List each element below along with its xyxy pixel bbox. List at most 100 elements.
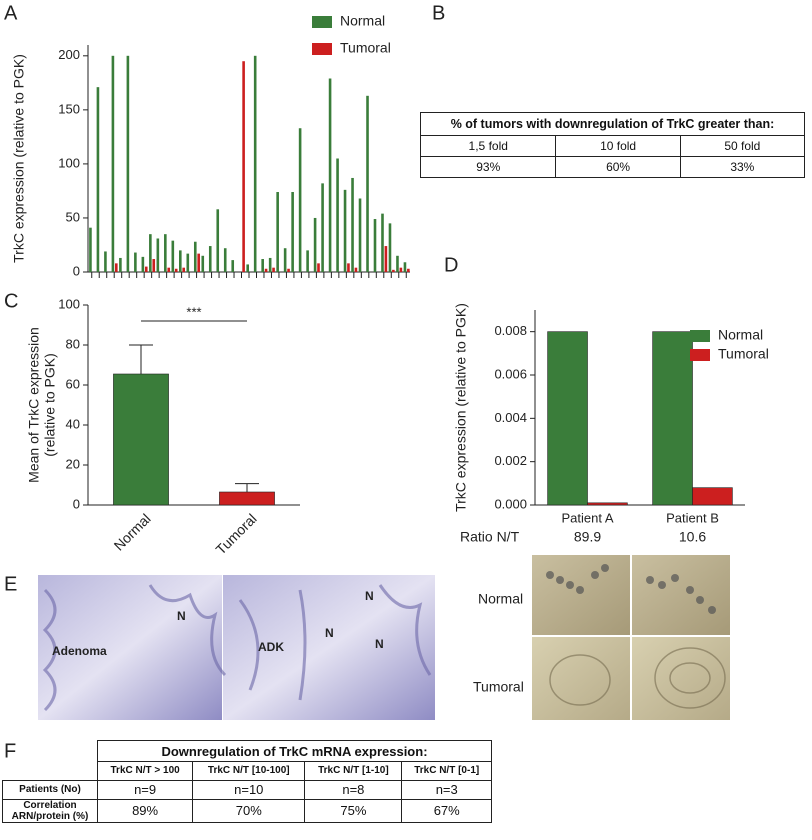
- bar: [366, 95, 369, 272]
- bar: [149, 234, 152, 272]
- bar: [96, 87, 100, 273]
- panel-letter: B: [432, 2, 445, 24]
- y-tick-label: 0.004: [494, 410, 527, 425]
- bar: [156, 238, 160, 272]
- bar: [358, 198, 362, 272]
- microscopy-image: [532, 555, 630, 635]
- y-tick-label: 150: [58, 101, 80, 116]
- bar: [182, 267, 186, 272]
- y-tick-label: 0: [73, 496, 80, 511]
- bar: [291, 192, 294, 272]
- column-header: TrkC N/T [1-10]: [304, 761, 403, 781]
- bar: [407, 268, 410, 272]
- cell: 1,5 fold: [419, 135, 557, 157]
- bar: [89, 227, 92, 272]
- cell: 60%: [555, 156, 681, 178]
- y-axis-label: Mean of TrkC expression: [26, 327, 42, 483]
- bar: [242, 61, 245, 272]
- bar: [652, 331, 693, 506]
- y-tick-label: 0.002: [494, 453, 527, 468]
- table-b: % of tumors with downregulation of TrkC …: [419, 112, 806, 178]
- image-label: N: [177, 609, 186, 623]
- bar: [171, 240, 175, 272]
- bar: [343, 189, 347, 272]
- bar: [336, 158, 339, 272]
- bar: [392, 269, 395, 272]
- bar: [381, 213, 384, 272]
- column-header: TrkC N/T [10-100]: [192, 761, 306, 781]
- bar: [283, 248, 287, 272]
- cell: 70%: [192, 798, 306, 823]
- bar: [399, 267, 403, 272]
- bar: [141, 256, 145, 272]
- y-tick-label: 0.006: [494, 366, 527, 381]
- cell-texture: [546, 564, 716, 614]
- row-header: Correlation ARN/protein (%): [2, 798, 98, 823]
- y-tick-label: 0: [73, 263, 80, 278]
- y-tick-label: 20: [66, 456, 80, 471]
- bar: [313, 217, 317, 272]
- cell: 33%: [679, 156, 806, 178]
- bar: [692, 487, 733, 506]
- y-tick-label: 100: [58, 155, 80, 170]
- panel-letter: A: [4, 2, 18, 24]
- bar: [261, 259, 264, 272]
- table-title: % of tumors with downregulation of TrkC …: [420, 112, 805, 136]
- y-tick-label: 60: [66, 376, 80, 391]
- y-tick-label: 50: [66, 209, 80, 224]
- y-tick-label: 0.000: [494, 496, 527, 511]
- legend-swatch: [690, 349, 710, 361]
- bar: [347, 263, 350, 272]
- microscopy-image: [532, 637, 630, 720]
- bar: [328, 78, 332, 272]
- table-title: Downregulation of TrkC mRNA expression:: [97, 740, 492, 762]
- bar: [186, 253, 190, 272]
- panel-letter: E: [4, 573, 17, 595]
- y-axis-label: TrkC expression (relative to PGK): [453, 303, 469, 512]
- y-axis-label: (relative to PGK): [42, 353, 58, 456]
- cell: 50 fold: [679, 135, 806, 157]
- bar: [403, 262, 407, 272]
- bar: [134, 252, 137, 272]
- y-tick-label: 0.008: [494, 323, 527, 338]
- y-tick-label: 100: [58, 296, 80, 311]
- bar: [354, 267, 358, 272]
- bar: [321, 183, 324, 272]
- tissue-texture: [42, 584, 432, 712]
- bar: [197, 253, 200, 272]
- bar: [272, 267, 275, 272]
- image-label: N: [325, 626, 334, 640]
- column-header: TrkC N/T > 100: [96, 761, 194, 781]
- bar: [547, 331, 588, 506]
- bar: [317, 263, 320, 272]
- row-label: Normal: [478, 591, 523, 607]
- y-tick-label: 200: [58, 47, 80, 62]
- y-tick-label: 40: [66, 416, 80, 431]
- row-header: Patients (No): [2, 779, 98, 800]
- cell: n=3: [401, 779, 492, 800]
- cell: 75%: [304, 798, 403, 823]
- bar: [276, 192, 279, 272]
- legend-label: Tumoral: [340, 40, 391, 56]
- bar: [246, 264, 249, 272]
- legend-label: Normal: [340, 13, 385, 29]
- bar: [201, 255, 205, 272]
- microscopy-image: [632, 637, 730, 720]
- cell: n=10: [192, 779, 306, 800]
- bar: [384, 246, 388, 272]
- cell-texture: [549, 647, 726, 709]
- bar: [216, 209, 220, 272]
- bar: [219, 491, 275, 506]
- image-label: N: [365, 589, 374, 603]
- bar: [231, 260, 235, 272]
- bar: [126, 55, 130, 272]
- bar: [587, 502, 628, 506]
- panel-letter: C: [4, 290, 18, 312]
- row-label: Tumoral: [473, 679, 524, 695]
- histology-image: [223, 575, 435, 720]
- bar: [179, 250, 182, 272]
- panel-letter: F: [4, 740, 16, 762]
- bar: [152, 259, 156, 272]
- bar: [396, 255, 399, 272]
